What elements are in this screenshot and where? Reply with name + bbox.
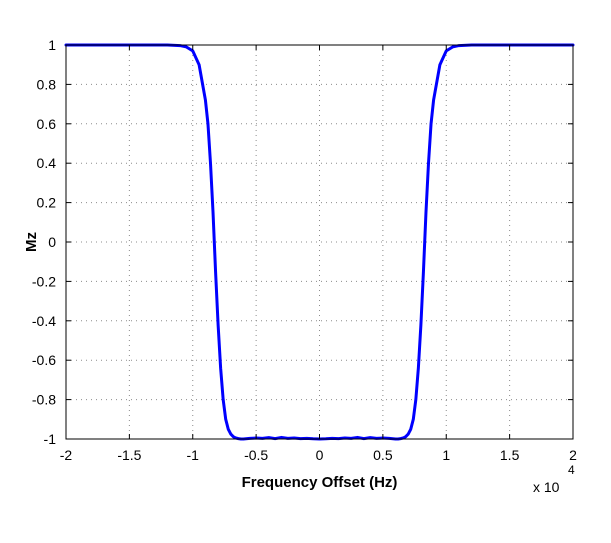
x-axis-scale-note: x 10	[533, 479, 560, 495]
y-tick-label: 1	[48, 37, 56, 53]
y-tick-label: -0.4	[32, 313, 56, 329]
y-tick-label: 0.8	[37, 76, 57, 92]
x-tick-label: -2	[60, 447, 73, 463]
x-axis-title: Frequency Offset (Hz)	[242, 474, 398, 491]
x-axis-scale-exponent: 4	[568, 463, 575, 477]
x-tick-label: -1.5	[117, 447, 141, 463]
y-tick-label: -0.2	[32, 273, 56, 289]
y-tick-label: 0.2	[37, 195, 57, 211]
x-tick-label: -0.5	[244, 447, 268, 463]
grid-layer	[66, 45, 573, 439]
tick-layer	[65, 44, 574, 440]
x-tick-label: -1	[187, 447, 200, 463]
y-tick-label: -1	[44, 431, 57, 447]
x-tick-label: 0.5	[373, 447, 393, 463]
x-tick-label: 2	[569, 447, 577, 463]
y-tick-label: 0	[48, 234, 56, 250]
x-axis-scale-base: x 10	[533, 479, 560, 495]
y-axis-title: Mz	[23, 232, 40, 252]
y-tick-label: -0.6	[32, 352, 56, 368]
x-tick-label: 0	[316, 447, 324, 463]
label-layer: -2 -1.5 -1 -0.5 0 0.5 1 1.5 2 1 0.8 0.6 0.4 0.2 0 -0.2 -…	[32, 37, 577, 463]
y-tick-label: -0.8	[32, 392, 56, 408]
x-tick-label: 1	[442, 447, 450, 463]
y-tick-label: 0.6	[37, 116, 57, 132]
y-tick-label: 0.4	[37, 155, 57, 171]
x-tick-label: 1.5	[500, 447, 520, 463]
